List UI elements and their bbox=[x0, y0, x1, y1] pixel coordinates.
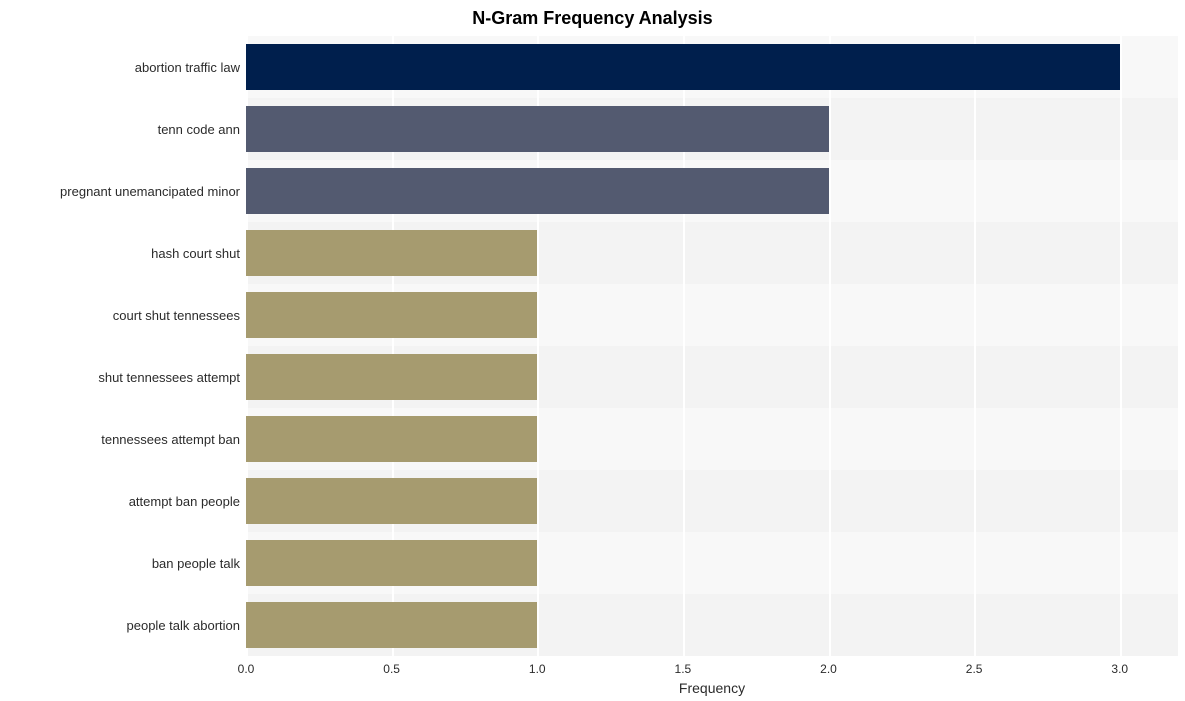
grid-line bbox=[829, 36, 831, 656]
x-axis-tick-label: 1.5 bbox=[663, 662, 703, 676]
grid-line bbox=[974, 36, 976, 656]
bar bbox=[246, 540, 537, 587]
y-axis-category-label: people talk abortion bbox=[127, 618, 240, 633]
bar bbox=[246, 354, 537, 401]
y-axis-category-label: tenn code ann bbox=[158, 122, 240, 137]
x-axis-tick-label: 2.0 bbox=[809, 662, 849, 676]
bar bbox=[246, 168, 829, 215]
y-axis-category-label: court shut tennessees bbox=[113, 308, 240, 323]
x-axis-tick-label: 1.0 bbox=[517, 662, 557, 676]
bar bbox=[246, 416, 537, 463]
y-axis-category-label: ban people talk bbox=[152, 556, 240, 571]
x-axis-tick-label: 0.0 bbox=[226, 662, 266, 676]
ngram-frequency-chart: N-Gram Frequency Analysis Frequency abor… bbox=[0, 0, 1185, 701]
plot-area bbox=[246, 36, 1178, 656]
y-axis-category-label: attempt ban people bbox=[129, 494, 240, 509]
y-axis-category-label: abortion traffic law bbox=[135, 60, 240, 75]
x-axis-title: Frequency bbox=[246, 680, 1178, 696]
y-axis-category-label: pregnant unemancipated minor bbox=[60, 184, 240, 199]
bar bbox=[246, 230, 537, 277]
bar bbox=[246, 602, 537, 649]
bar bbox=[246, 478, 537, 525]
y-axis-category-label: shut tennessees attempt bbox=[98, 370, 240, 385]
x-axis-tick-label: 0.5 bbox=[372, 662, 412, 676]
y-axis-category-label: tennessees attempt ban bbox=[101, 432, 240, 447]
y-axis-category-label: hash court shut bbox=[151, 246, 240, 261]
bar bbox=[246, 44, 1120, 91]
x-axis-tick-label: 3.0 bbox=[1100, 662, 1140, 676]
bar bbox=[246, 106, 829, 153]
grid-line bbox=[1120, 36, 1122, 656]
x-axis-tick-label: 2.5 bbox=[954, 662, 994, 676]
chart-title: N-Gram Frequency Analysis bbox=[0, 8, 1185, 29]
bar bbox=[246, 292, 537, 339]
